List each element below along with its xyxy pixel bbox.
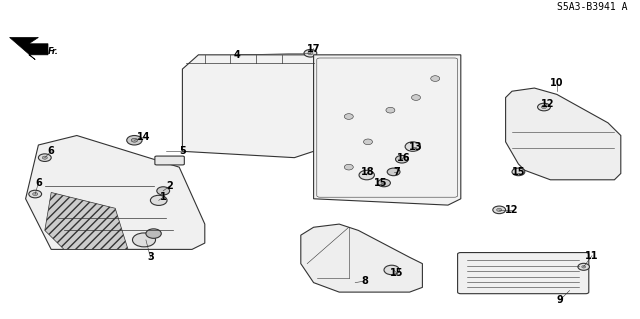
Polygon shape — [182, 55, 314, 158]
Ellipse shape — [150, 195, 167, 205]
Text: 4: 4 — [234, 50, 240, 60]
Ellipse shape — [146, 229, 161, 238]
Ellipse shape — [386, 108, 395, 113]
Text: 18: 18 — [361, 167, 375, 177]
Ellipse shape — [304, 49, 317, 57]
Text: 14: 14 — [137, 132, 151, 142]
Text: 15: 15 — [390, 268, 404, 278]
Text: 10: 10 — [550, 78, 564, 88]
Polygon shape — [26, 136, 205, 249]
Ellipse shape — [308, 52, 313, 55]
Ellipse shape — [33, 192, 38, 196]
Text: 6: 6 — [35, 178, 42, 188]
Ellipse shape — [396, 155, 408, 163]
Ellipse shape — [582, 265, 586, 268]
Ellipse shape — [131, 138, 138, 142]
Ellipse shape — [344, 114, 353, 119]
Ellipse shape — [493, 206, 506, 214]
Text: Fr.: Fr. — [48, 47, 59, 56]
Ellipse shape — [157, 187, 170, 195]
Ellipse shape — [538, 103, 550, 111]
Text: 15: 15 — [511, 167, 525, 177]
Ellipse shape — [132, 233, 156, 247]
FancyBboxPatch shape — [155, 156, 184, 165]
Text: 1: 1 — [160, 192, 166, 202]
Text: 9: 9 — [557, 295, 563, 305]
Ellipse shape — [412, 95, 420, 100]
Text: 12: 12 — [505, 205, 519, 215]
Text: 16: 16 — [396, 153, 410, 163]
Ellipse shape — [512, 168, 525, 176]
Polygon shape — [314, 55, 461, 205]
Text: 17: 17 — [307, 43, 321, 54]
Ellipse shape — [387, 168, 400, 176]
Text: 2: 2 — [166, 181, 173, 191]
Text: 8: 8 — [362, 276, 368, 286]
Ellipse shape — [378, 179, 390, 187]
Polygon shape — [506, 88, 621, 180]
Text: 12: 12 — [540, 99, 554, 109]
Ellipse shape — [29, 190, 42, 198]
Text: 3: 3 — [147, 252, 154, 262]
Polygon shape — [45, 192, 128, 249]
Ellipse shape — [497, 208, 502, 211]
Text: 15: 15 — [374, 178, 388, 188]
Ellipse shape — [359, 170, 374, 180]
Text: 13: 13 — [409, 142, 423, 152]
Text: 6: 6 — [48, 146, 54, 156]
Text: 11: 11 — [585, 251, 599, 261]
Polygon shape — [10, 37, 48, 60]
Ellipse shape — [38, 154, 51, 161]
FancyBboxPatch shape — [458, 253, 589, 294]
Ellipse shape — [578, 263, 589, 270]
Ellipse shape — [541, 106, 547, 108]
Ellipse shape — [405, 142, 420, 151]
Text: 7: 7 — [394, 167, 400, 177]
Ellipse shape — [384, 265, 399, 275]
Ellipse shape — [364, 139, 372, 145]
Text: 5: 5 — [179, 146, 186, 156]
Text: S5A3-B3941 A: S5A3-B3941 A — [557, 2, 627, 12]
Ellipse shape — [42, 156, 47, 159]
Ellipse shape — [431, 76, 440, 81]
Ellipse shape — [127, 136, 142, 145]
Ellipse shape — [344, 164, 353, 170]
Polygon shape — [301, 224, 422, 292]
